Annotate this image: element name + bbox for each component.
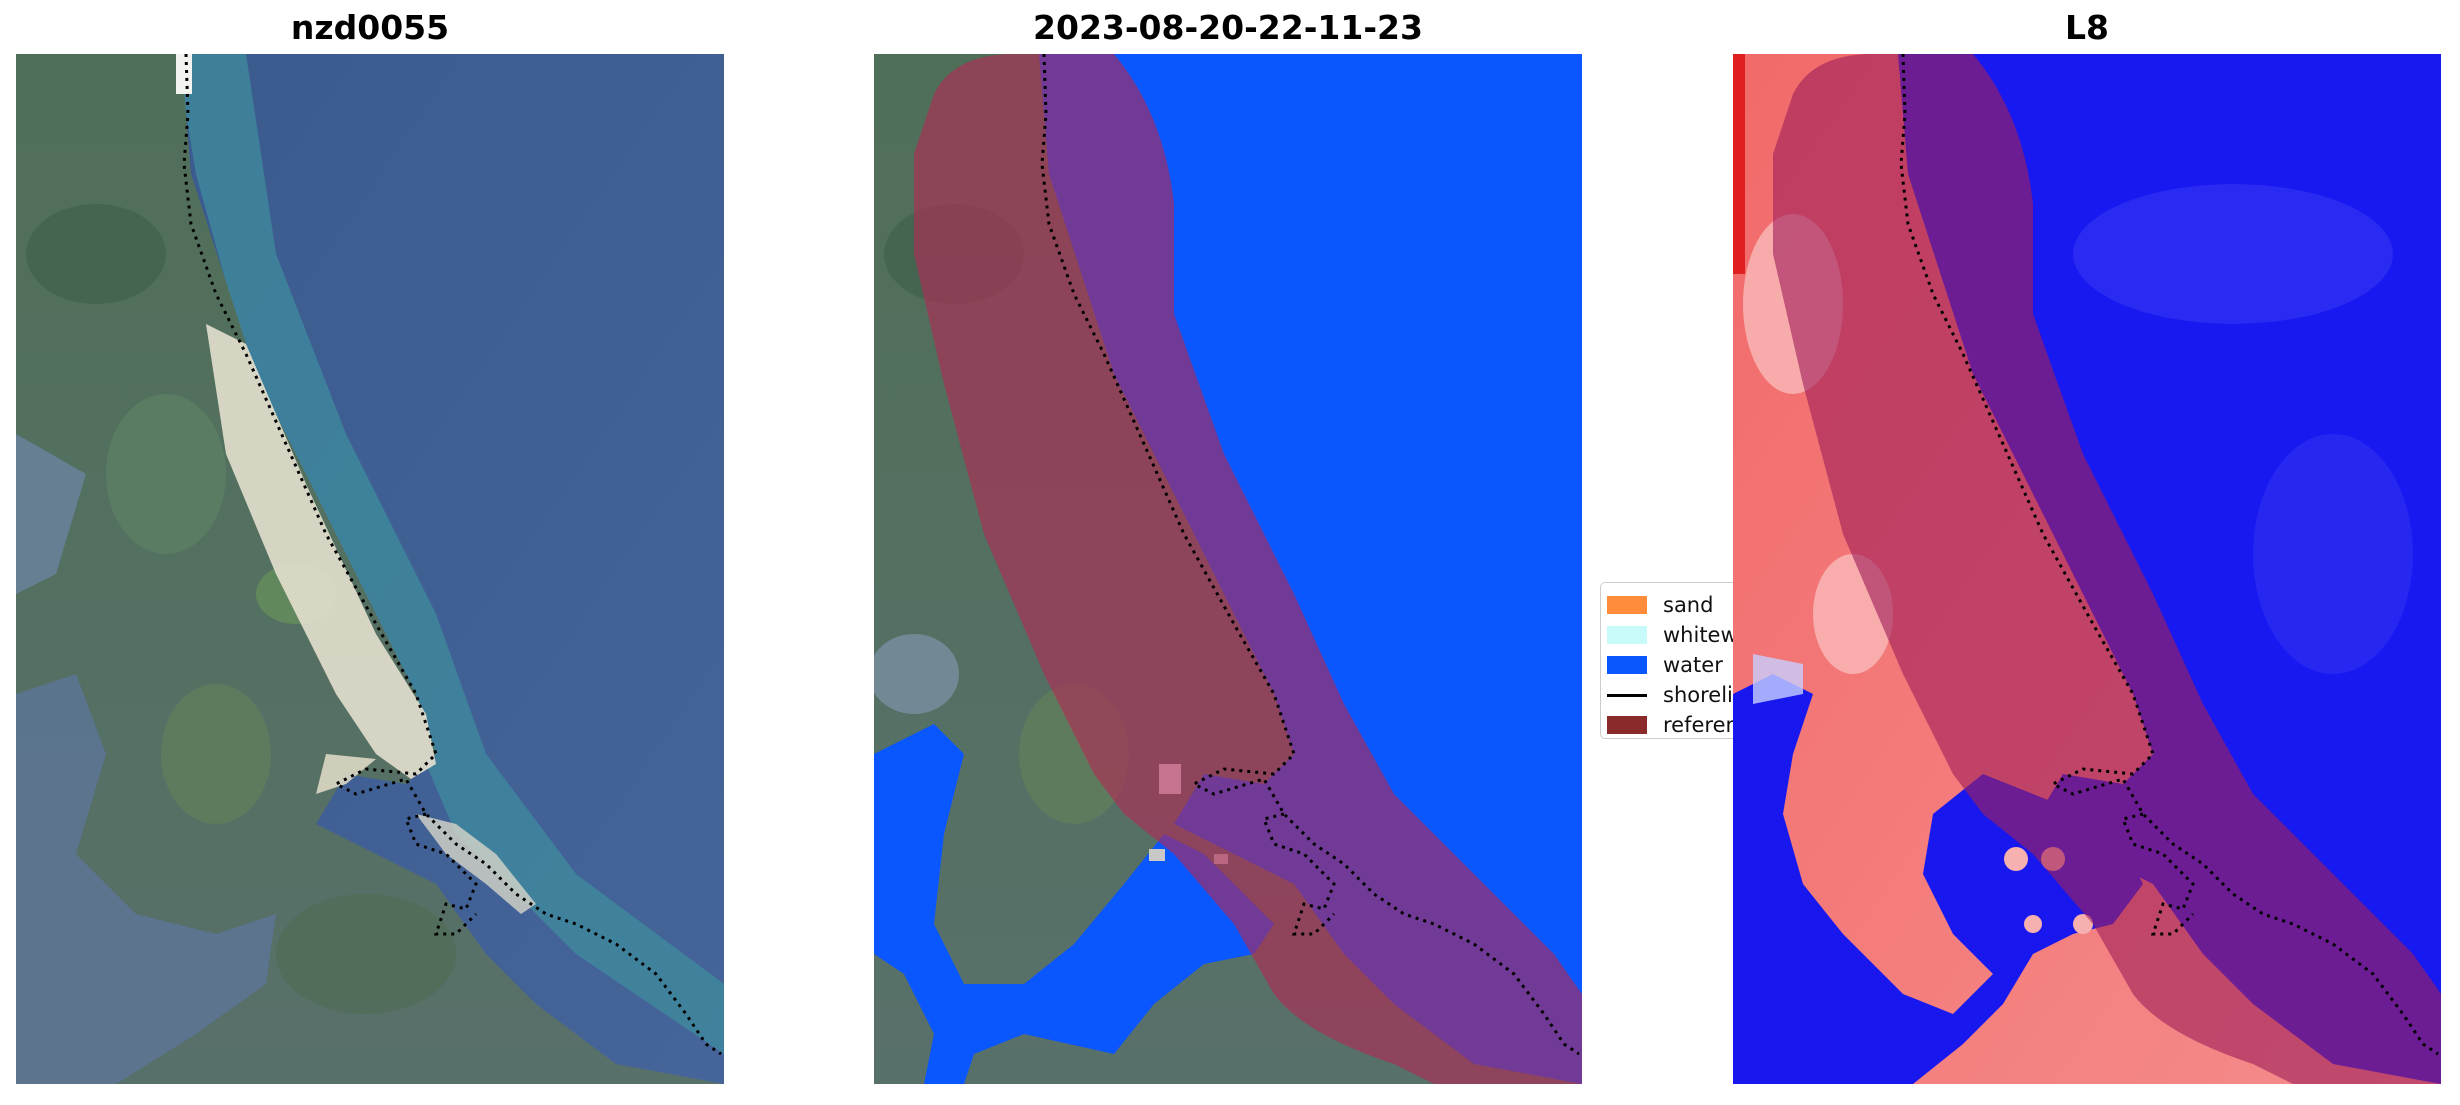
index-estuary-water [1733,674,2143,1084]
index-mixed-pixel [1753,654,1803,704]
classified-image-panel [874,54,1582,1084]
bright-pixel [176,54,192,94]
vegetation-patch [26,204,166,304]
legend-line-shoreline [1607,693,1647,697]
shallow-water [176,54,724,1054]
reference-shoreline-buffer [914,54,1582,1084]
sand-beach [206,324,436,779]
reference-shoreline-buffer [1773,54,2441,1084]
index-land-edge [1733,54,1745,274]
legend-item-water: water [1607,650,1723,680]
index-image-panel [1733,54,2441,1084]
legend-swatch-whitewater [1607,626,1647,644]
whitewater-pixel [1149,849,1165,861]
inland-water [16,434,86,594]
panel-title-classified: 2023-08-20-22-11-23 [1033,8,1423,47]
vegetation-patch [276,894,456,1014]
shoreline [1899,54,2439,1056]
vegetation-patch [161,684,271,824]
shoreline [2120,812,2195,936]
legend-item-sand: sand [1607,590,1713,620]
sand-spit [316,754,376,794]
shoreline [182,54,722,1056]
inland-water [874,634,959,714]
panel-title-rgb: nzd0055 [290,8,450,47]
shoreline [1261,812,1336,936]
estuary [16,674,276,1084]
legend-swatch-reference-buffer [1607,716,1647,734]
vegetation-patch [106,394,226,554]
rgb-satellite-image [16,54,724,1084]
legend-label-water: water [1663,653,1723,677]
index-land-spot [2073,914,2093,934]
sand-spit [416,814,536,914]
legend-label-sand: sand [1663,593,1714,617]
panel-title-index: L8 [2065,8,2109,47]
index-land-spot [2004,847,2028,871]
land-area [16,54,724,1084]
legend-swatch-sand [1607,596,1647,614]
shoreline [403,812,478,936]
legend-swatch-water [1607,656,1647,674]
classified-image [874,54,1582,1084]
water-class-estuary [874,724,1274,1084]
index-land-spot [2024,915,2042,933]
index-water-texture [2073,184,2393,324]
index-image [1733,54,2441,1084]
shoreline [1040,54,1580,1056]
index-water-texture [2253,434,2413,674]
rgb-image-panel [16,54,724,1084]
